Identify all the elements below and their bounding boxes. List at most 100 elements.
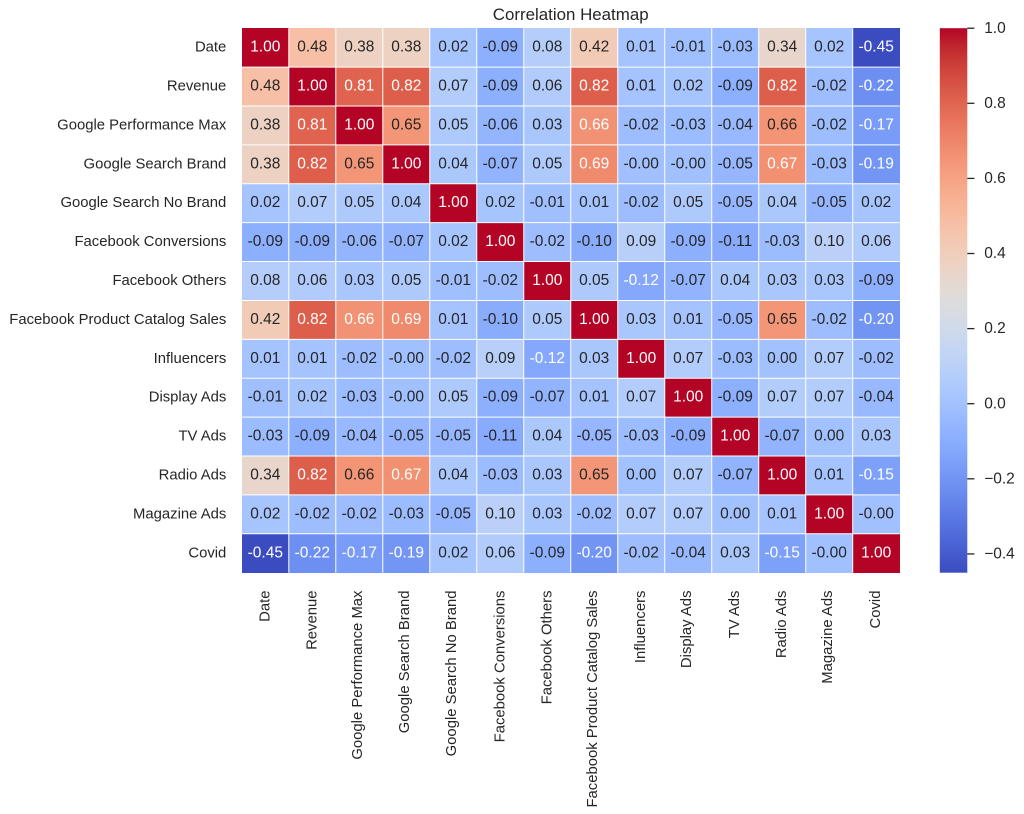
svg-text:-0.45: -0.45	[248, 544, 283, 561]
svg-text:0.82: 0.82	[297, 467, 327, 484]
svg-text:0.01: 0.01	[673, 311, 703, 328]
svg-text:-0.02: -0.02	[436, 350, 471, 367]
svg-text:-0.05: -0.05	[718, 311, 753, 328]
svg-text:-0.00: -0.00	[389, 389, 425, 406]
svg-text:-0.00: -0.00	[671, 155, 707, 172]
svg-text:0.38: 0.38	[344, 39, 374, 56]
svg-text:0.05: 0.05	[579, 272, 609, 289]
svg-text:0.66: 0.66	[344, 311, 374, 328]
svg-text:0.06: 0.06	[861, 233, 891, 250]
svg-text:Google Search No Brand: Google Search No Brand	[444, 591, 460, 757]
svg-text:-0.17: -0.17	[859, 116, 894, 133]
svg-text:0.05: 0.05	[532, 155, 562, 172]
svg-text:Google Search Brand: Google Search Brand	[84, 156, 227, 172]
svg-text:Facebook Others: Facebook Others	[112, 273, 226, 289]
svg-text:-0.02: -0.02	[342, 505, 377, 522]
svg-text:Date: Date	[195, 40, 226, 56]
svg-text:-0.03: -0.03	[765, 233, 800, 250]
svg-text:1.00: 1.00	[814, 505, 845, 522]
svg-text:0.07: 0.07	[297, 194, 327, 211]
svg-text:0.02: 0.02	[673, 78, 703, 95]
svg-text:-0.09: -0.09	[483, 39, 518, 56]
svg-text:0.06: 0.06	[297, 272, 327, 289]
svg-text:0.08: 0.08	[532, 39, 562, 56]
svg-text:-0.04: -0.04	[859, 389, 895, 406]
svg-text:0.48: 0.48	[297, 39, 327, 56]
svg-text:-0.09: -0.09	[483, 389, 518, 406]
svg-text:-0.07: -0.07	[389, 233, 424, 250]
svg-text:0.10: 0.10	[814, 233, 845, 250]
svg-text:Influencers: Influencers	[633, 591, 649, 664]
svg-text:0.65: 0.65	[391, 116, 421, 133]
svg-text:-0.12: -0.12	[624, 272, 659, 289]
svg-text:Covid: Covid	[188, 545, 226, 561]
svg-text:-0.09: -0.09	[718, 78, 753, 95]
svg-text:0.07: 0.07	[673, 505, 703, 522]
svg-text:-0.02: -0.02	[812, 116, 847, 133]
svg-text:0.82: 0.82	[297, 155, 327, 172]
svg-text:Covid: Covid	[868, 591, 884, 629]
svg-text:0.10: 0.10	[485, 505, 516, 522]
svg-text:0.38: 0.38	[250, 155, 280, 172]
svg-text:1.00: 1.00	[532, 272, 563, 289]
svg-text:-0.03: -0.03	[812, 155, 847, 172]
svg-text:0.38: 0.38	[250, 116, 280, 133]
svg-text:0.01: 0.01	[579, 389, 609, 406]
svg-text:0.4: 0.4	[984, 245, 1006, 262]
svg-text:1.00: 1.00	[861, 544, 892, 561]
svg-text:-0.00: -0.00	[859, 505, 895, 522]
svg-text:−0.2: −0.2	[984, 470, 1015, 487]
svg-text:Display Ads: Display Ads	[149, 390, 227, 406]
svg-text:0.07: 0.07	[814, 389, 844, 406]
svg-text:-0.03: -0.03	[248, 428, 283, 445]
svg-text:0.65: 0.65	[767, 311, 797, 328]
svg-text:0.07: 0.07	[626, 505, 656, 522]
svg-text:-0.01: -0.01	[436, 272, 471, 289]
svg-text:0.01: 0.01	[579, 194, 609, 211]
svg-text:-0.11: -0.11	[483, 428, 517, 445]
svg-text:Radio Ads: Radio Ads	[774, 591, 790, 659]
svg-text:-0.07: -0.07	[530, 389, 565, 406]
svg-text:-0.10: -0.10	[483, 311, 519, 328]
svg-text:-0.09: -0.09	[671, 428, 706, 445]
svg-text:0.05: 0.05	[391, 272, 421, 289]
svg-text:0.09: 0.09	[485, 350, 515, 367]
svg-text:0.0: 0.0	[984, 395, 1006, 412]
svg-text:0.82: 0.82	[767, 78, 797, 95]
svg-text:0.67: 0.67	[767, 155, 797, 172]
svg-text:-0.03: -0.03	[718, 39, 753, 56]
svg-text:0.01: 0.01	[767, 505, 797, 522]
svg-text:0.00: 0.00	[626, 467, 657, 484]
svg-text:0.65: 0.65	[344, 155, 374, 172]
svg-text:0.05: 0.05	[344, 194, 374, 211]
svg-text:0.04: 0.04	[391, 194, 422, 211]
svg-text:-0.01: -0.01	[671, 39, 706, 56]
svg-text:-0.04: -0.04	[342, 428, 378, 445]
svg-text:0.42: 0.42	[250, 311, 280, 328]
svg-text:1.00: 1.00	[485, 233, 516, 250]
svg-text:-0.10: -0.10	[577, 233, 613, 250]
svg-text:0.02: 0.02	[438, 39, 468, 56]
svg-text:-0.11: -0.11	[718, 233, 752, 250]
svg-text:-0.03: -0.03	[483, 467, 518, 484]
svg-text:1.00: 1.00	[626, 350, 657, 367]
svg-text:0.82: 0.82	[579, 78, 609, 95]
svg-text:-0.02: -0.02	[624, 544, 659, 561]
svg-text:-0.20: -0.20	[577, 544, 613, 561]
svg-text:-0.15: -0.15	[765, 544, 800, 561]
svg-text:-0.07: -0.07	[718, 467, 753, 484]
svg-text:Correlation Heatmap: Correlation Heatmap	[493, 5, 649, 24]
svg-text:0.07: 0.07	[626, 389, 656, 406]
svg-text:0.07: 0.07	[673, 467, 703, 484]
svg-text:0.69: 0.69	[579, 155, 609, 172]
svg-text:Facebook Product Catalog Sales: Facebook Product Catalog Sales	[9, 312, 226, 328]
svg-text:-0.01: -0.01	[530, 194, 565, 211]
svg-text:0.8: 0.8	[984, 95, 1006, 112]
svg-text:-0.09: -0.09	[295, 233, 330, 250]
svg-text:−0.4: −0.4	[984, 546, 1015, 563]
svg-text:0.01: 0.01	[814, 467, 844, 484]
svg-text:0.65: 0.65	[579, 467, 609, 484]
svg-text:-0.22: -0.22	[859, 78, 894, 95]
svg-text:-0.09: -0.09	[483, 78, 518, 95]
svg-text:0.01: 0.01	[250, 350, 280, 367]
